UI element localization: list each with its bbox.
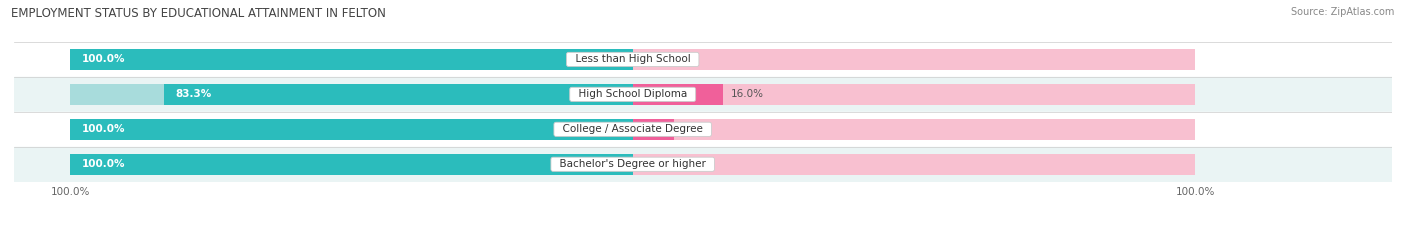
Bar (633, 119, 675, 140)
Bar (633, 154, 1195, 175)
Bar (70, 84, 633, 105)
Bar (165, 84, 633, 105)
Text: 83.3%: 83.3% (176, 89, 212, 99)
Bar (633, 84, 1195, 105)
Bar (14, 77, 1392, 112)
Text: 0.0%: 0.0% (641, 55, 668, 64)
Bar (70, 154, 633, 175)
Bar (633, 119, 1195, 140)
Text: High School Diploma: High School Diploma (572, 89, 693, 99)
Bar (14, 112, 1392, 147)
Text: 16.0%: 16.0% (731, 89, 763, 99)
Bar (633, 49, 1195, 70)
Bar (70, 154, 633, 175)
Bar (70, 119, 633, 140)
Bar (70, 49, 633, 70)
Bar (14, 147, 1392, 182)
Text: Source: ZipAtlas.com: Source: ZipAtlas.com (1291, 7, 1395, 17)
Bar (14, 42, 1392, 77)
Text: Bachelor's Degree or higher: Bachelor's Degree or higher (553, 159, 713, 169)
Bar (633, 84, 723, 105)
Text: College / Associate Degree: College / Associate Degree (555, 124, 710, 134)
Text: EMPLOYMENT STATUS BY EDUCATIONAL ATTAINMENT IN FELTON: EMPLOYMENT STATUS BY EDUCATIONAL ATTAINM… (11, 7, 387, 20)
Text: 100.0%: 100.0% (82, 159, 125, 169)
Bar (70, 49, 633, 70)
Text: 7.4%: 7.4% (683, 124, 709, 134)
Text: 100.0%: 100.0% (82, 55, 125, 64)
Text: 0.0%: 0.0% (641, 159, 668, 169)
Bar (70, 119, 633, 140)
Text: 100.0%: 100.0% (82, 124, 125, 134)
Text: Less than High School: Less than High School (568, 55, 697, 64)
